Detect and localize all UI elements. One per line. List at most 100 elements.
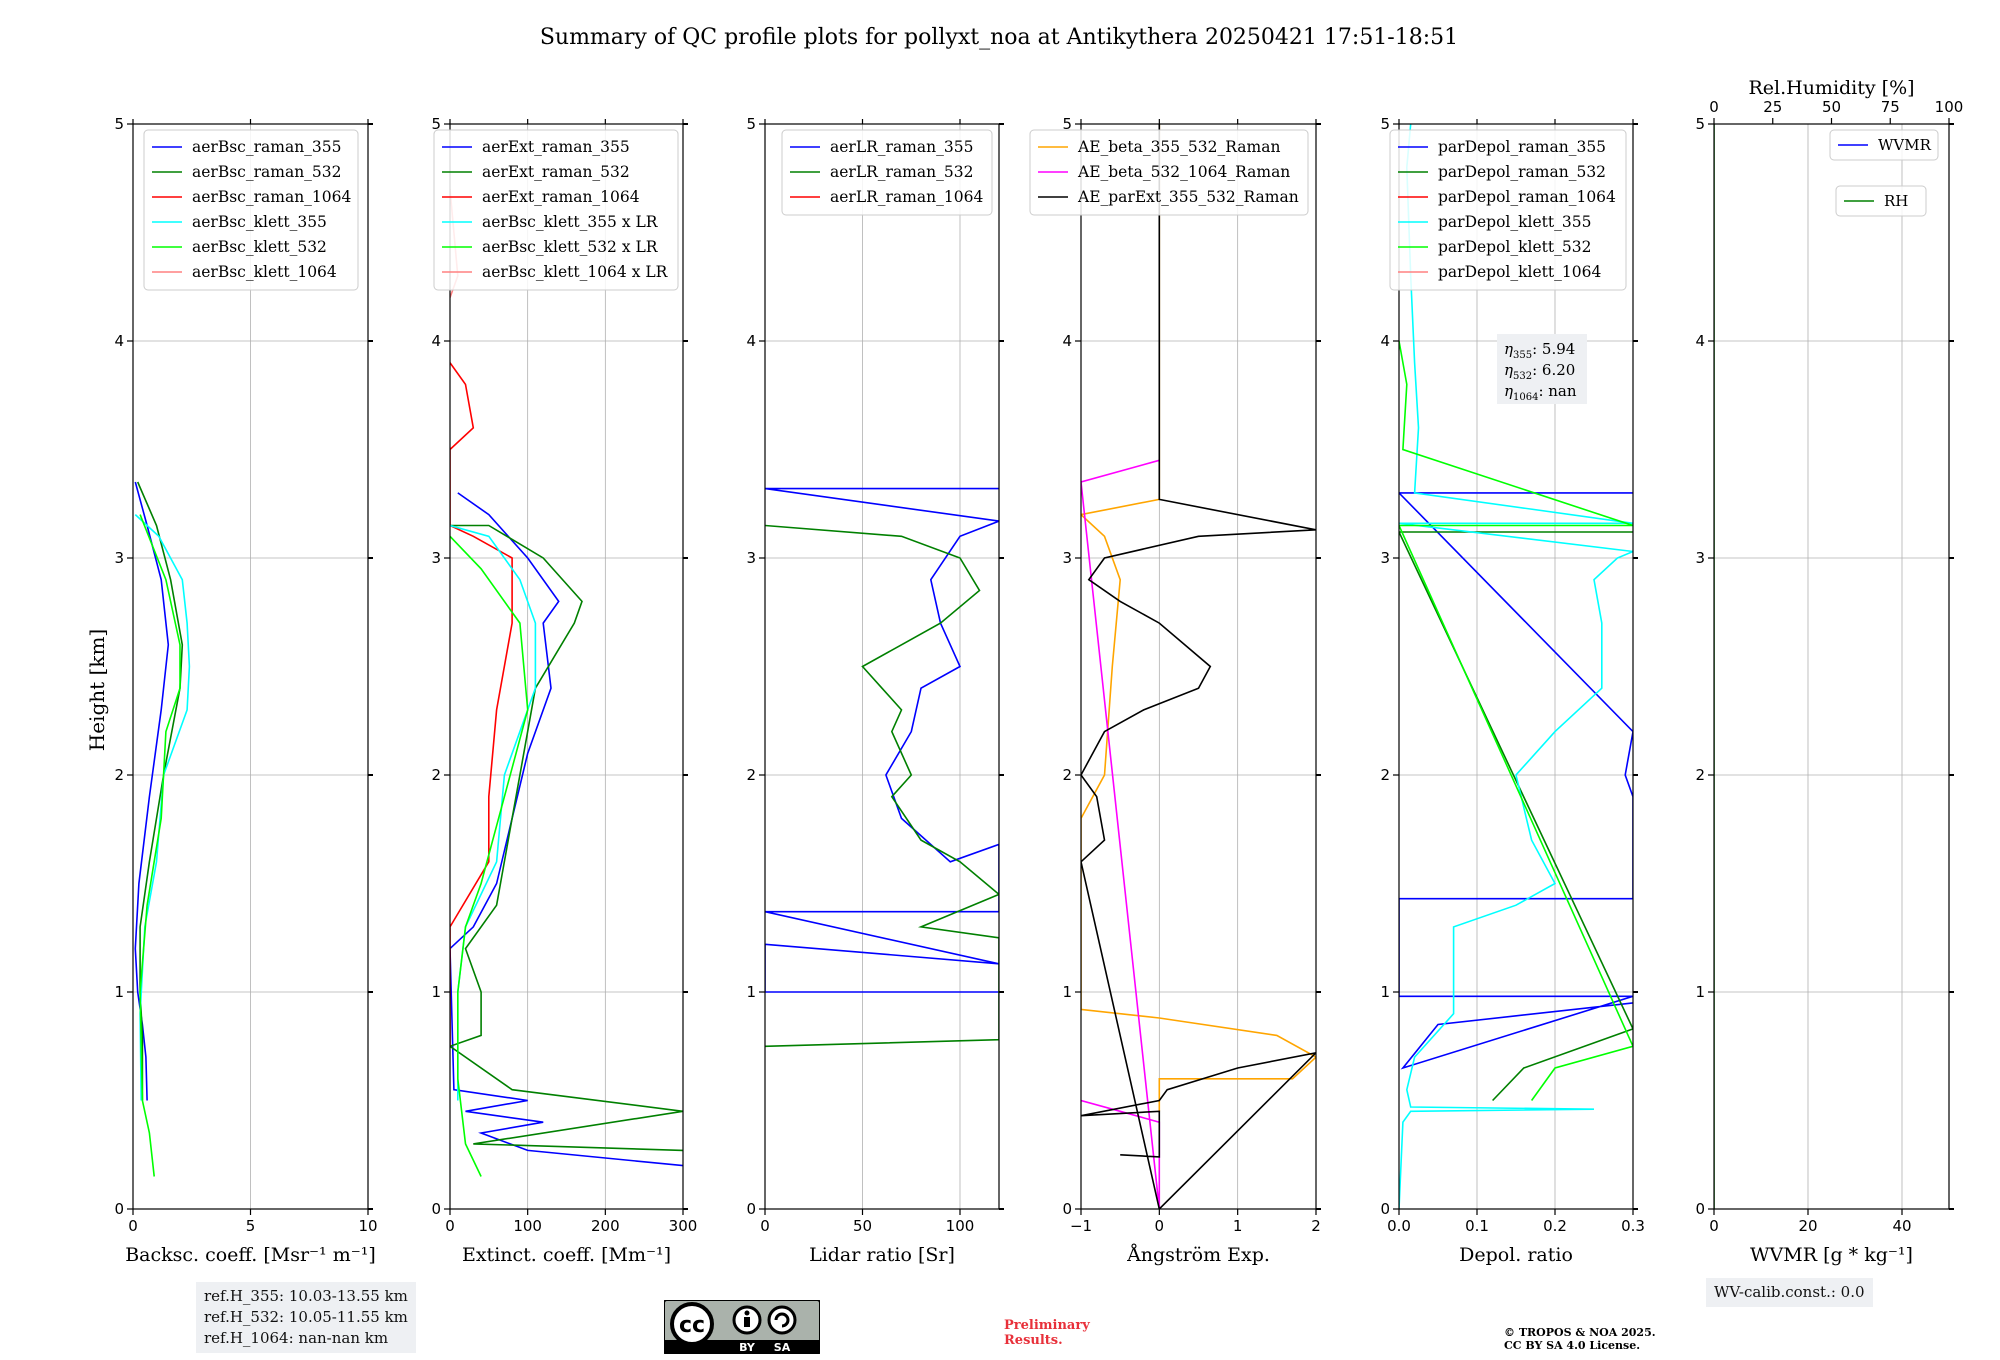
ref-height-355: ref.H_355: 10.03-13.55 km	[204, 1287, 408, 1305]
legend-label-aerBsc_klett_355: aerBsc_klett_355	[192, 213, 327, 231]
y-tick-label: 1	[114, 983, 124, 1001]
legend-label-parDepol_klett_532: parDepol_klett_532	[1438, 238, 1591, 256]
series-line-aerBsc_klett_532 x LR	[450, 535, 529, 1177]
y-tick-label: 2	[431, 766, 441, 784]
legend-label-aerExt_raman_355: aerExt_raman_355	[482, 138, 630, 156]
legend-label-aerLR_raman_532: aerLR_raman_532	[830, 163, 973, 181]
top-x-tick-label: 0	[1709, 98, 1719, 116]
y-tick-label: 1	[746, 983, 756, 1001]
legend-bsc: aerBsc_raman_355 aerBsc_raman_532 aerBsc_r…	[143, 129, 359, 291]
y-tick-label: 4	[431, 332, 441, 350]
y-tick-label: 5	[746, 115, 756, 133]
series-group-lr	[765, 487, 999, 1048]
x-tick-label: 0.1	[1465, 1217, 1489, 1235]
x-axis-label: Depol. ratio	[1459, 1244, 1573, 1266]
legend-box	[781, 129, 993, 216]
y-tick-label: 1	[1695, 983, 1705, 1001]
x-tick-label: 0	[1709, 1217, 1719, 1235]
legend-label-parDepol_klett_355: parDepol_klett_355	[1438, 213, 1591, 231]
legend-label-AE_beta_355_532_Raman: AE_beta_355_532_Raman	[1077, 138, 1280, 156]
legend-label-aerLR_raman_1064: aerLR_raman_1064	[830, 188, 983, 206]
wv-calibration-box: WV-calib.const.: 0.0	[1706, 1278, 1873, 1307]
legend-RH: RH	[1835, 185, 1927, 217]
plot-frame	[764, 123, 1000, 1210]
preliminary-results-note: Preliminary Results.	[1004, 1318, 1090, 1348]
plot-frame	[449, 123, 684, 1210]
y-tick-label: 3	[746, 549, 756, 567]
x-axis-label: Backsc. coeff. [Msr⁻¹ m⁻¹]	[125, 1244, 376, 1266]
legend-label-aerBsc_raman_532: aerBsc_raman_532	[192, 163, 342, 181]
x-tick-label: 100	[513, 1217, 542, 1235]
series-group-bsc	[134, 481, 191, 1177]
annotation-box	[1497, 334, 1587, 404]
series-line-aerLR_raman_532	[765, 524, 999, 1048]
x-tick-label: 0.2	[1543, 1217, 1567, 1235]
series-line-parDepol_klett_532	[1399, 340, 1633, 1101]
reference-heights-box: ref.H_355: 10.03-13.55 km ref.H_532: 10.…	[196, 1282, 416, 1353]
y-tick-label: 2	[1695, 766, 1705, 784]
x-axis-label: WVMR [g * kg⁻¹]	[1750, 1244, 1913, 1266]
legend-ext: aerExt_raman_355 aerExt_raman_532 aerExt_r…	[433, 129, 679, 291]
y-tick-label: 5	[114, 115, 124, 133]
x-tick-label: 300	[669, 1217, 698, 1235]
series-line-aerExt_raman_532	[450, 524, 683, 1152]
annotation-line: η355: 5.94	[1504, 340, 1575, 361]
y-tick-label: 1	[1062, 983, 1072, 1001]
plot-frame	[1398, 123, 1634, 1210]
y-tick-label: 5	[1380, 115, 1390, 133]
cc-by-label: BY	[739, 1341, 756, 1354]
y-tick-label: 4	[1062, 332, 1072, 350]
legend-depol: parDepol_raman_355 parDepol_raman_532 parD…	[1389, 129, 1627, 291]
legend-ae: AE_beta_355_532_Raman AE_beta_532_1064_Ra…	[1029, 129, 1309, 216]
legend-box	[1829, 129, 1939, 161]
y-tick-label: 0	[431, 1200, 441, 1218]
y-tick-label: 0	[746, 1200, 756, 1218]
y-tick-label: 1	[1380, 983, 1390, 1001]
series-group-depol	[1399, 124, 1633, 1209]
series-line-AE_beta_355_532_Raman	[1081, 124, 1316, 1112]
panel-ext: 0 100 200 300 0 1 2 3 4 5 Extinct. coeff. [Mm⁻¹] ae…	[431, 115, 697, 1266]
wv-calib-const: WV-calib.const.: 0.0	[1714, 1283, 1865, 1301]
y-tick-label: 0	[114, 1200, 124, 1218]
y-tick-label: 4	[1695, 332, 1705, 350]
y-tick-label: 2	[1380, 766, 1390, 784]
x-tick-label: 2	[1311, 1217, 1321, 1235]
y-tick-label: 4	[746, 332, 756, 350]
legend-label-aerLR_raman_355: aerLR_raman_355	[830, 138, 973, 156]
legend-label-aerBsc_raman_355: aerBsc_raman_355	[192, 138, 342, 156]
legend-WVMR: WVMR	[1829, 129, 1939, 161]
copyright-note: © TROPOS & NOA 2025. CC BY SA 4.0 Licens…	[1504, 1326, 1656, 1352]
x-tick-label: −1	[1070, 1217, 1092, 1235]
y-tick-label: 5	[1695, 115, 1705, 133]
y-axis-label: Height [km]	[85, 629, 109, 751]
series-line-AE_beta_532_1064_Raman	[1081, 459, 1161, 1209]
series-group-ext	[450, 189, 683, 1177]
panel-wv: 0 20 40 0 1 2 3 4 5 WVMR [g * kg⁻¹] 0 25 50 75 100 Rel.…	[1695, 77, 1963, 1266]
y-tick-label: 1	[431, 983, 441, 1001]
y-tick-label: 5	[431, 115, 441, 133]
top-x-tick-label: 100	[1935, 98, 1964, 116]
x-tick-label: 0	[760, 1217, 770, 1235]
annotation-line: η1064: nan	[1504, 382, 1577, 403]
ref-height-1064: ref.H_1064: nan-nan km	[204, 1329, 389, 1347]
y-tick-label: 0	[1695, 1200, 1705, 1218]
legend-label-parDepol_raman_355: parDepol_raman_355	[1438, 138, 1606, 156]
panel-bsc: 0 5 10 0 1 2 3 4 5 Backsc. coeff. [Msr⁻¹ m⁻¹] aerB…	[114, 115, 377, 1266]
top-x-tick-label: 75	[1881, 98, 1900, 116]
annotation-line: η532: 6.20	[1504, 361, 1575, 382]
legend-label-WVMR: WVMR	[1878, 136, 1932, 154]
series-line-parDepol_klett_355	[1399, 124, 1633, 1209]
x-tick-label: 0.3	[1621, 1217, 1645, 1235]
cc-logo-text: cc	[679, 1313, 705, 1338]
legend-label-parDepol_raman_1064: parDepol_raman_1064	[1438, 188, 1616, 206]
series-line-aerLR_raman_355	[765, 487, 999, 993]
top-x-tick-label: 25	[1763, 98, 1782, 116]
x-tick-label: 200	[591, 1217, 620, 1235]
legend-label-aerBsc_raman_1064: aerBsc_raman_1064	[192, 188, 352, 206]
legend-label-aerBsc_klett_355 x LR: aerBsc_klett_355 x LR	[482, 213, 659, 231]
legend-box	[143, 129, 359, 291]
plot-frame	[1080, 123, 1317, 1210]
x-tick-label: 50	[853, 1217, 872, 1235]
x-tick-label: 0.0	[1387, 1217, 1411, 1235]
